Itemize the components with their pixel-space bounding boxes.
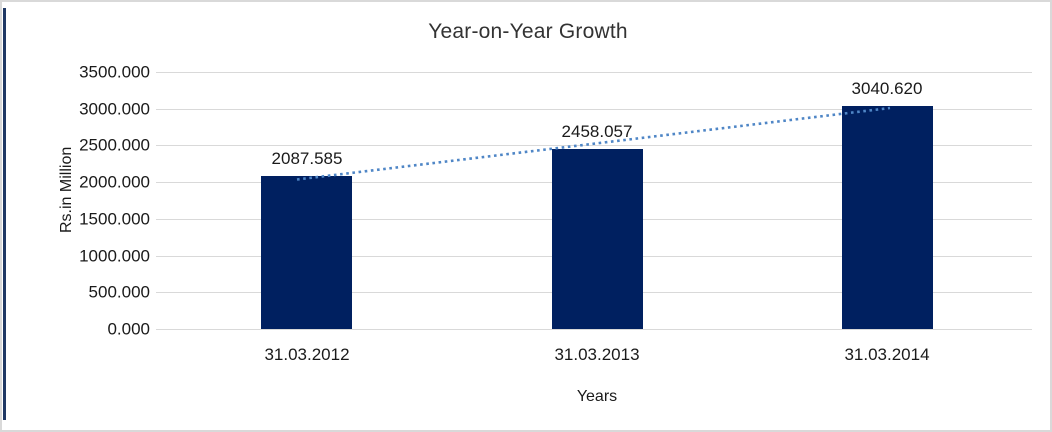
left-border-accent — [3, 8, 6, 420]
gridline — [156, 108, 1032, 110]
bar-2012 — [261, 175, 353, 329]
x-category-2014: 31.03.2014 — [844, 345, 930, 364]
trendline — [296, 106, 891, 181]
x-category-2013: 31.03.2013 — [554, 345, 640, 364]
x-axis-category-labels: 31.03.2012 31.03.2013 31.03.2014 — [162, 346, 1032, 368]
y-tick-2000: 2000.000 — [79, 172, 150, 192]
bar-slot-2014: 3040.620 — [841, 72, 933, 329]
gridline — [156, 72, 1032, 73]
bar-2014 — [841, 105, 933, 329]
y-tick-0: 0.000 — [107, 319, 150, 339]
y-tick-500: 500.000 — [88, 282, 150, 302]
x-axis-title: Years — [576, 388, 618, 405]
chart-title: Year-on-Year Growth — [428, 20, 628, 43]
data-label-2014: 3040.620 — [851, 79, 923, 99]
data-label-2013: 2458.057 — [561, 121, 633, 141]
y-axis-tick-labels: 3500.000 3000.000 2500.000 2000.000 1500… — [52, 64, 150, 338]
y-tick-3500: 3500.000 — [79, 62, 150, 82]
bar-slot-2013: 2458.057 — [551, 72, 643, 329]
gridline — [156, 329, 1032, 330]
data-label-2012: 2087.585 — [271, 149, 343, 169]
gridline — [156, 145, 1032, 147]
y-tick-3000: 3000.000 — [79, 99, 150, 119]
y-tick-1000: 1000.000 — [79, 246, 150, 266]
y-tick-1500: 1500.000 — [79, 209, 150, 229]
y-tick-2500: 2500.000 — [79, 135, 150, 155]
bar-slot-2012: 2087.585 — [261, 72, 353, 329]
x-category-2012: 31.03.2012 — [264, 345, 350, 364]
bar-2013 — [551, 148, 643, 329]
plot-area: 2087.585 2458.057 3040.620 — [156, 72, 1032, 330]
